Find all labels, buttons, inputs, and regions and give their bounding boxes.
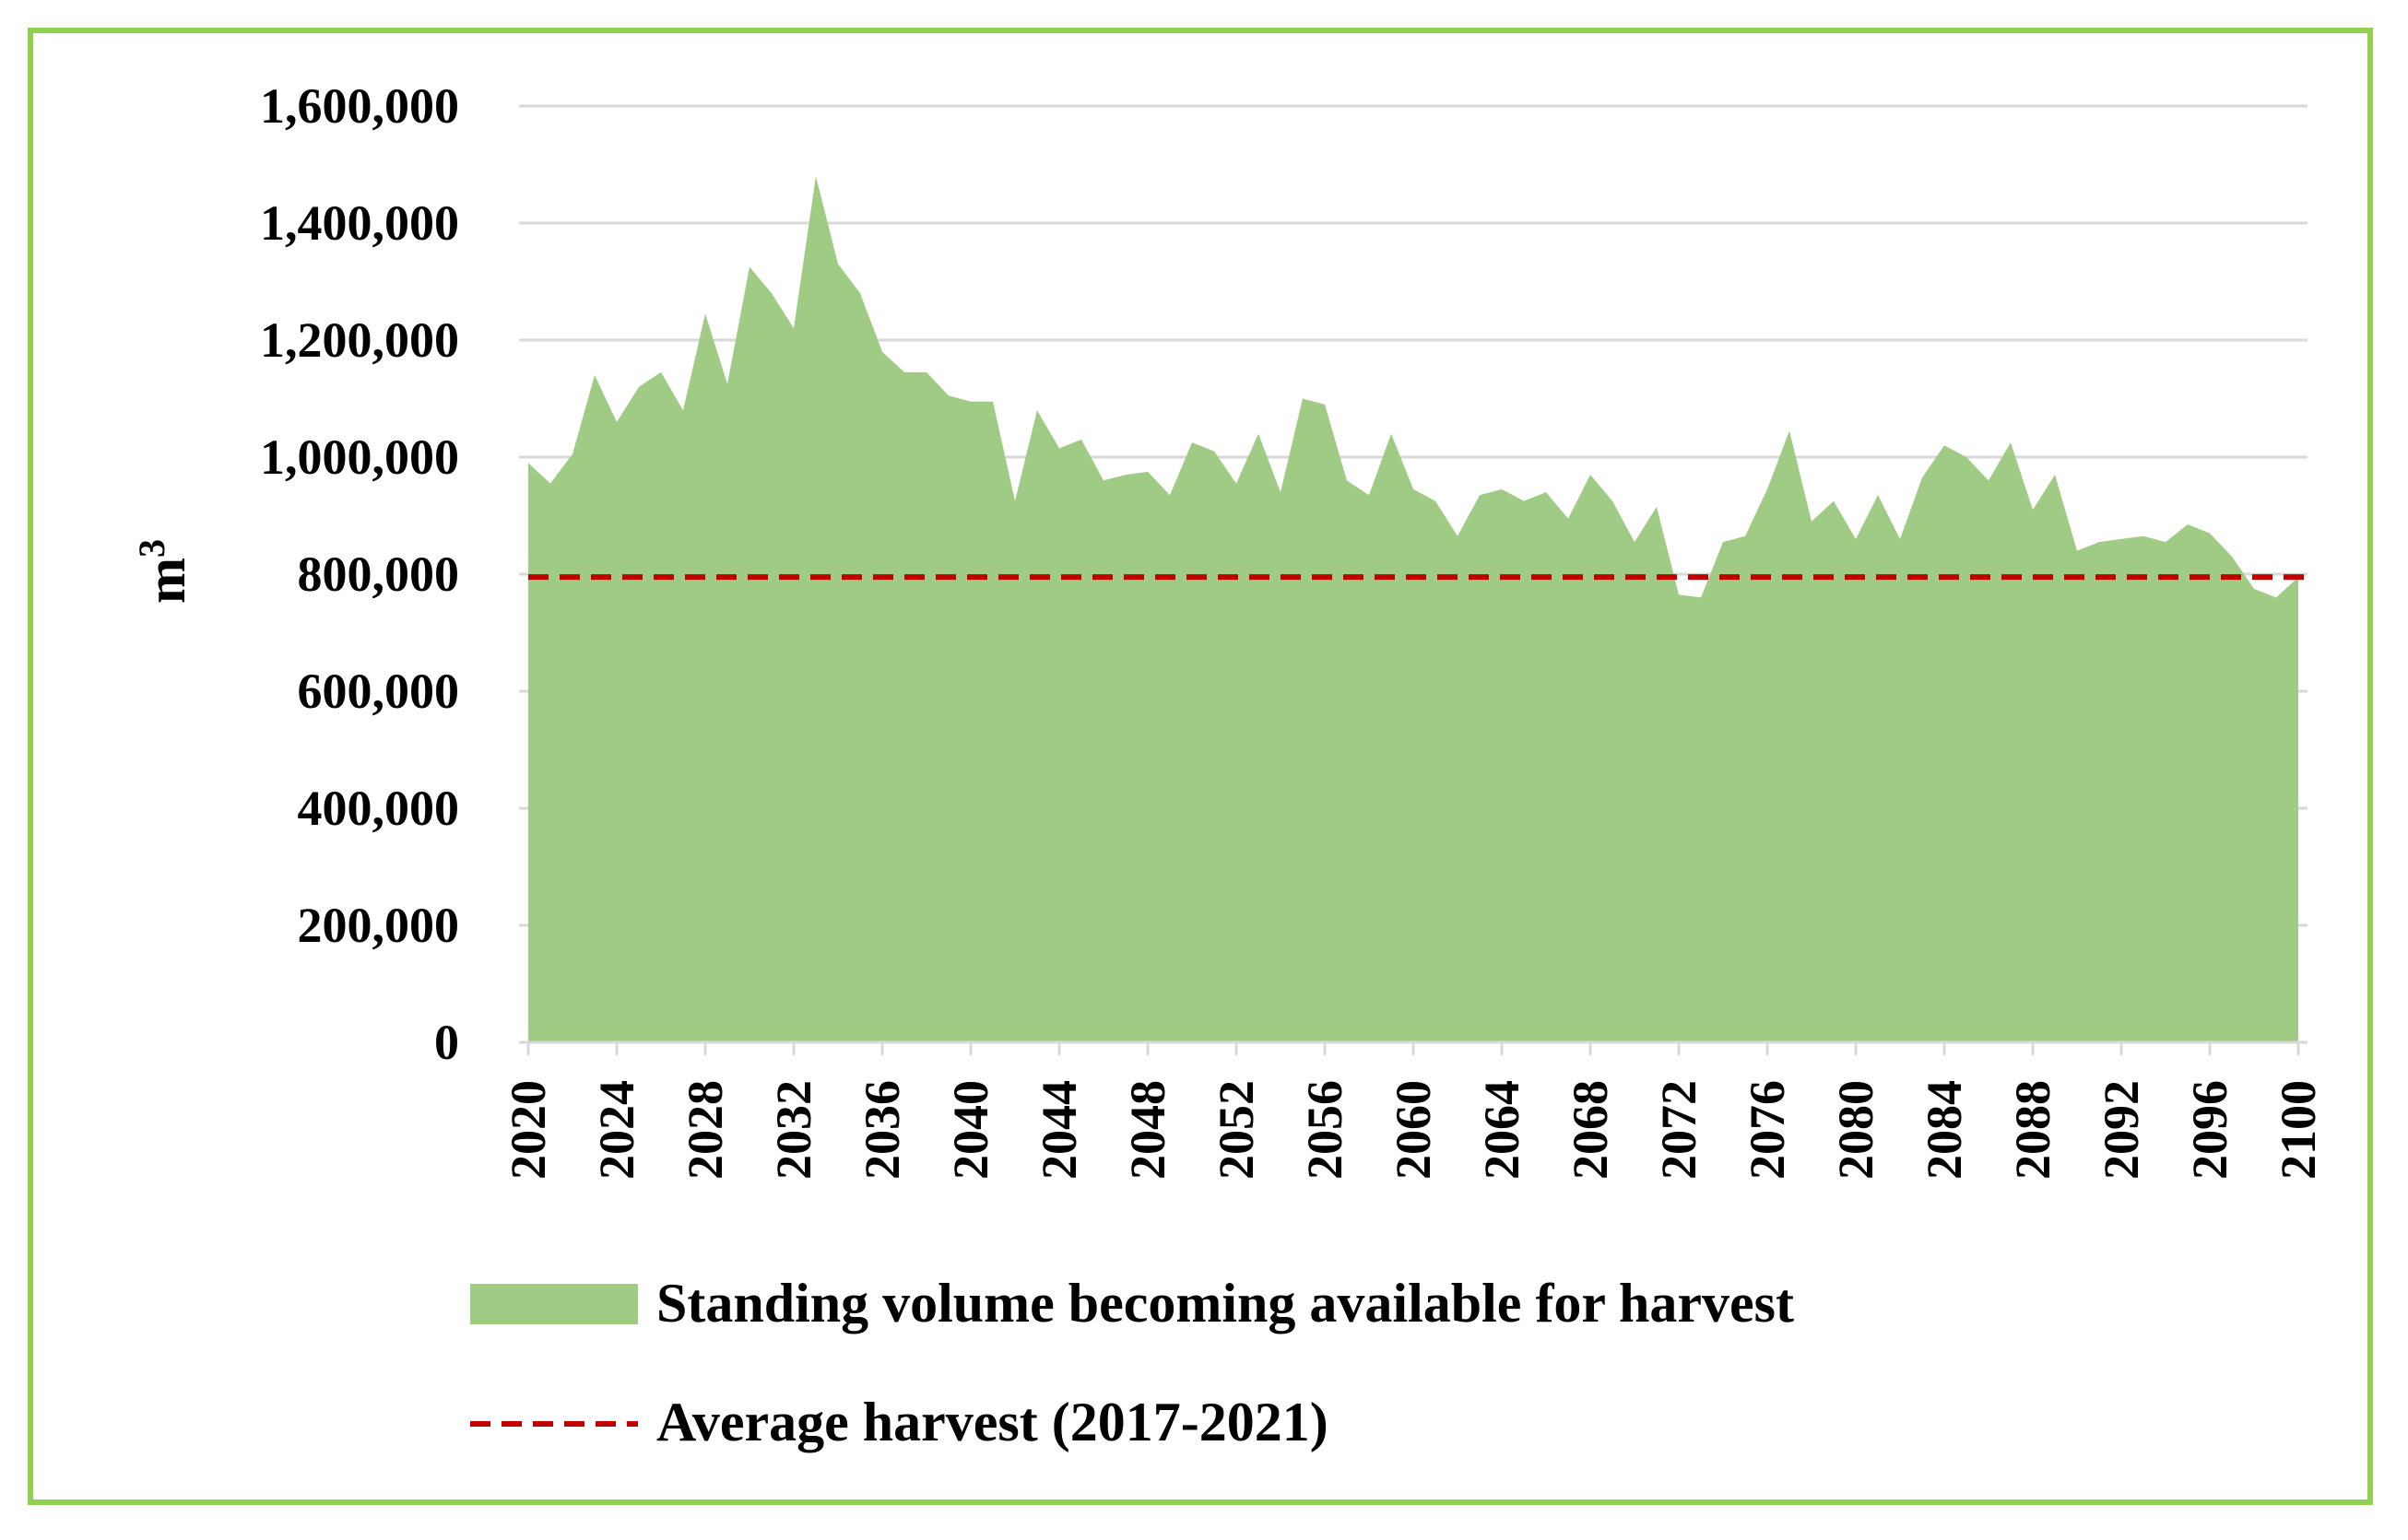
x-tick-label-19: 2096 [2182,1080,2237,1180]
area-standing-volume [528,176,2298,1042]
x-tick-label-6: 2044 [1032,1080,1087,1180]
legend-label-area: Standing volume becoming available for h… [656,1273,1794,1334]
y-axis-label: m3 [131,539,196,604]
y-tick-label-5: 1,000,000 [260,429,459,485]
y-tick-labels: 0 200,000 400,000 600,000 800,000 1,000,000 1,… [260,78,459,1070]
y-tick-label-2: 400,000 [298,781,460,836]
axes [519,1040,2308,1055]
legend: Standing volume becoming available for h… [470,1273,1794,1452]
x-tick-label-20: 2100 [2271,1080,2326,1180]
y-tick-label-1: 200,000 [298,898,460,953]
y-axis-label-base: m [136,558,196,604]
x-tick-label-5: 2040 [943,1080,998,1180]
x-tick-label-2: 2028 [678,1080,733,1180]
x-tick-labels: 2020 2024 2028 2032 2036 2040 2044 2048 2052 2056… [501,1080,2326,1180]
x-tick-label-15: 2080 [1828,1080,1883,1180]
x-tick-label-0: 2020 [501,1080,556,1180]
x-tick-label-16: 2084 [1917,1080,1972,1180]
x-tick-label-18: 2092 [2094,1080,2149,1180]
legend-label-line: Average harvest (2017-2021) [656,1392,1328,1452]
area-series-layer [528,176,2298,1042]
x-tick-label-3: 2032 [766,1080,821,1180]
x-tick-label-17: 2088 [2005,1080,2060,1180]
y-tick-label-3: 600,000 [298,664,460,719]
x-tick-label-12: 2068 [1563,1080,1618,1180]
y-tick-label-7: 1,400,000 [260,195,459,251]
x-tick-label-14: 2076 [1740,1080,1795,1180]
legend-swatch-area [470,1284,638,1324]
x-tick-label-9: 2056 [1297,1080,1352,1180]
x-tick-label-13: 2072 [1651,1080,1706,1180]
y-tick-label-4: 800,000 [298,547,460,602]
y-tick-label-8: 1,600,000 [260,78,459,134]
y-tick-label-0: 0 [434,1015,459,1070]
x-tick-label-11: 2064 [1474,1080,1529,1180]
y-tick-label-6: 1,200,000 [260,312,459,368]
x-tick-label-4: 2036 [855,1080,910,1180]
x-tick-label-1: 2024 [589,1080,644,1180]
x-tick-label-7: 2048 [1120,1080,1175,1180]
x-tick-label-10: 2060 [1386,1080,1441,1180]
x-tick-label-8: 2052 [1209,1080,1264,1180]
y-axis-label-superscript: 3 [131,539,172,558]
